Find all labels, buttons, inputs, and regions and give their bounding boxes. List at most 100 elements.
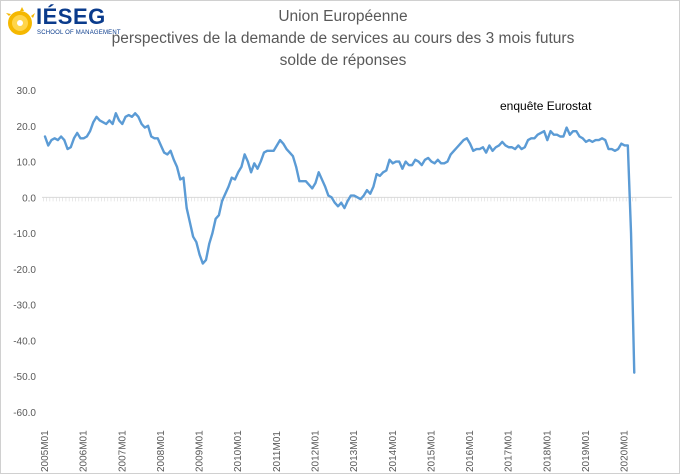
data-point bbox=[131, 115, 133, 118]
data-point bbox=[272, 149, 275, 152]
logo-wordmark: IÉSEG bbox=[36, 4, 106, 29]
data-point bbox=[292, 155, 294, 158]
x-tick-label: 2014M01 bbox=[388, 430, 399, 472]
data-point bbox=[607, 148, 610, 150]
data-point bbox=[440, 162, 442, 165]
data-point bbox=[420, 164, 423, 167]
data-point bbox=[73, 137, 75, 140]
data-point bbox=[591, 140, 594, 143]
data-point bbox=[301, 180, 304, 183]
y-axis: 30.0 20.0 10.0 0.0 -10.0 -20.0 -30.0 -40.0 -50.0… bbox=[13, 86, 36, 419]
data-point bbox=[330, 196, 333, 199]
data-point bbox=[198, 253, 201, 256]
data-point bbox=[436, 158, 439, 161]
data-point bbox=[201, 262, 204, 265]
data-point bbox=[375, 173, 378, 175]
data-point bbox=[285, 148, 288, 150]
data-point bbox=[443, 162, 446, 165]
data-point bbox=[536, 133, 539, 136]
data-point bbox=[227, 185, 230, 188]
data-point bbox=[275, 144, 278, 147]
data-point bbox=[333, 201, 336, 204]
data-point bbox=[266, 149, 269, 152]
data-point bbox=[507, 146, 510, 149]
data-point bbox=[221, 200, 224, 202]
data-point bbox=[617, 148, 620, 150]
data-point bbox=[446, 160, 449, 163]
data-point bbox=[556, 133, 558, 136]
data-point bbox=[69, 146, 72, 149]
y-tick-label: -60.0 bbox=[13, 408, 36, 419]
data-point bbox=[195, 241, 198, 243]
x-tick-label: 2007M01 bbox=[117, 430, 128, 472]
data-point bbox=[324, 185, 327, 188]
data-point bbox=[633, 371, 636, 374]
data-point bbox=[485, 151, 488, 154]
data-point bbox=[559, 135, 562, 138]
data-point bbox=[282, 142, 285, 145]
data-point bbox=[137, 115, 140, 118]
data-point bbox=[353, 194, 356, 197]
data-point bbox=[465, 137, 468, 140]
data-point bbox=[304, 180, 307, 183]
data-point bbox=[237, 171, 240, 174]
y-tick-label: -50.0 bbox=[13, 372, 36, 383]
y-tick-label: -10.0 bbox=[13, 229, 36, 240]
data-point bbox=[430, 160, 433, 163]
data-point bbox=[424, 158, 426, 161]
data-point bbox=[66, 148, 69, 150]
data-point bbox=[102, 121, 104, 124]
source-annotation: enquête Eurostat bbox=[500, 99, 592, 113]
data-point bbox=[472, 149, 475, 152]
data-point bbox=[163, 151, 166, 154]
data-point bbox=[79, 137, 82, 140]
data-point bbox=[269, 149, 272, 152]
data-point bbox=[620, 142, 623, 145]
data-point bbox=[572, 130, 574, 133]
data-point bbox=[182, 176, 185, 179]
data-point bbox=[343, 207, 346, 209]
data-point bbox=[185, 207, 188, 209]
data-point bbox=[224, 192, 227, 195]
data-point bbox=[398, 160, 401, 163]
data-point bbox=[527, 139, 529, 141]
logo-tagline: SCHOOL OF MANAGEMENT bbox=[37, 30, 121, 36]
data-point bbox=[279, 139, 281, 141]
x-tick-label: 2019M01 bbox=[581, 430, 592, 472]
chart-subtitle-line-2: solde de réponses bbox=[279, 52, 407, 69]
data-point bbox=[166, 153, 169, 156]
data-point bbox=[47, 144, 50, 147]
data-point bbox=[604, 139, 607, 141]
data-point bbox=[295, 166, 298, 168]
data-point bbox=[404, 160, 407, 163]
ieseg-logo-icon bbox=[6, 7, 35, 35]
data-point bbox=[60, 135, 62, 138]
data-point bbox=[523, 146, 526, 149]
chart-title: Union Européenne bbox=[278, 8, 408, 25]
data-point bbox=[549, 130, 552, 133]
data-point bbox=[601, 137, 603, 140]
x-tick-label: 2018M01 bbox=[542, 430, 553, 472]
data-point bbox=[453, 149, 455, 152]
data-point bbox=[565, 126, 568, 129]
data-point bbox=[327, 194, 330, 197]
data-point bbox=[369, 192, 372, 195]
data-point bbox=[108, 119, 111, 122]
data-point bbox=[150, 135, 153, 138]
data-point bbox=[407, 164, 410, 167]
data-point bbox=[314, 182, 317, 184]
data-point bbox=[546, 139, 549, 141]
data-point bbox=[562, 135, 565, 138]
data-point bbox=[552, 133, 555, 136]
data-point bbox=[478, 148, 481, 150]
data-point bbox=[372, 185, 375, 188]
data-point bbox=[134, 112, 137, 115]
y-tick-label: -20.0 bbox=[13, 265, 36, 276]
data-point bbox=[127, 114, 130, 116]
data-point bbox=[44, 135, 46, 138]
data-point bbox=[311, 187, 314, 190]
data-point bbox=[433, 162, 436, 165]
data-point bbox=[253, 162, 256, 165]
data-point bbox=[121, 123, 124, 125]
data-point bbox=[543, 130, 545, 133]
